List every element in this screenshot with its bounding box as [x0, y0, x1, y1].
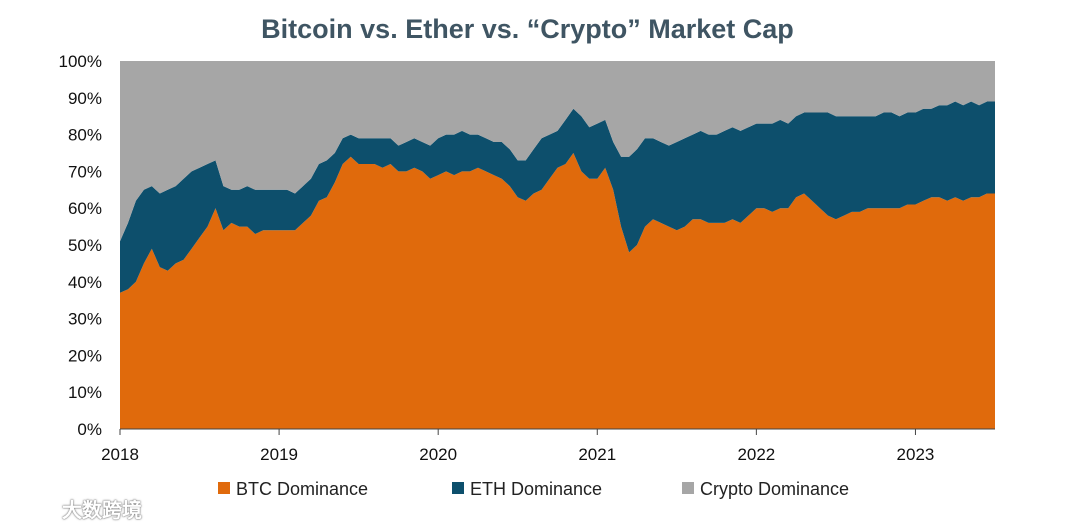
- legend-swatch: [452, 482, 464, 494]
- y-tick-label: 50%: [68, 236, 102, 255]
- y-tick-label: 20%: [68, 346, 102, 365]
- area-series-1: [120, 101, 995, 293]
- legend-swatch: [218, 482, 230, 494]
- legend-label: BTC Dominance: [236, 479, 368, 499]
- y-tick-label: 40%: [68, 273, 102, 292]
- legend: BTC Dominance ETH Dominance Crypto Dominan…: [218, 479, 849, 499]
- chart-title: Bitcoin vs. Ether vs. “Crypto” Market Ca…: [261, 14, 794, 44]
- y-tick-label: 10%: [68, 383, 102, 402]
- stacked-areas: [120, 61, 995, 429]
- axes: 0% 10% 20% 30% 40% 50% 60% 70% 80% 90% 100% 2018 201…: [59, 52, 995, 464]
- y-tick-label: 90%: [68, 89, 102, 108]
- y-tick-label: 60%: [68, 199, 102, 218]
- area-series-0: [120, 153, 995, 429]
- x-tick-label: 2021: [578, 445, 616, 464]
- x-tick-label: 2023: [897, 445, 935, 464]
- area-series-2: [120, 61, 995, 242]
- y-tick-label: 100%: [59, 52, 102, 71]
- legend-label: Crypto Dominance: [700, 479, 849, 499]
- y-tick-label: 80%: [68, 126, 102, 145]
- x-tick-label: 2022: [737, 445, 775, 464]
- y-tick-label: 30%: [68, 310, 102, 329]
- x-tick-label: 2019: [260, 445, 298, 464]
- watermark: 大数跨境: [10, 494, 142, 523]
- x-tick-label: 2018: [101, 445, 139, 464]
- y-tick-label: 70%: [68, 162, 102, 181]
- legend-swatch: [682, 482, 694, 494]
- y-tick-label: 0%: [77, 420, 102, 439]
- watermark-text: 大数跨境: [62, 500, 142, 522]
- legend-label: ETH Dominance: [470, 479, 602, 499]
- x-tick-label: 2020: [419, 445, 457, 464]
- watermark-logo-icon: [10, 499, 54, 518]
